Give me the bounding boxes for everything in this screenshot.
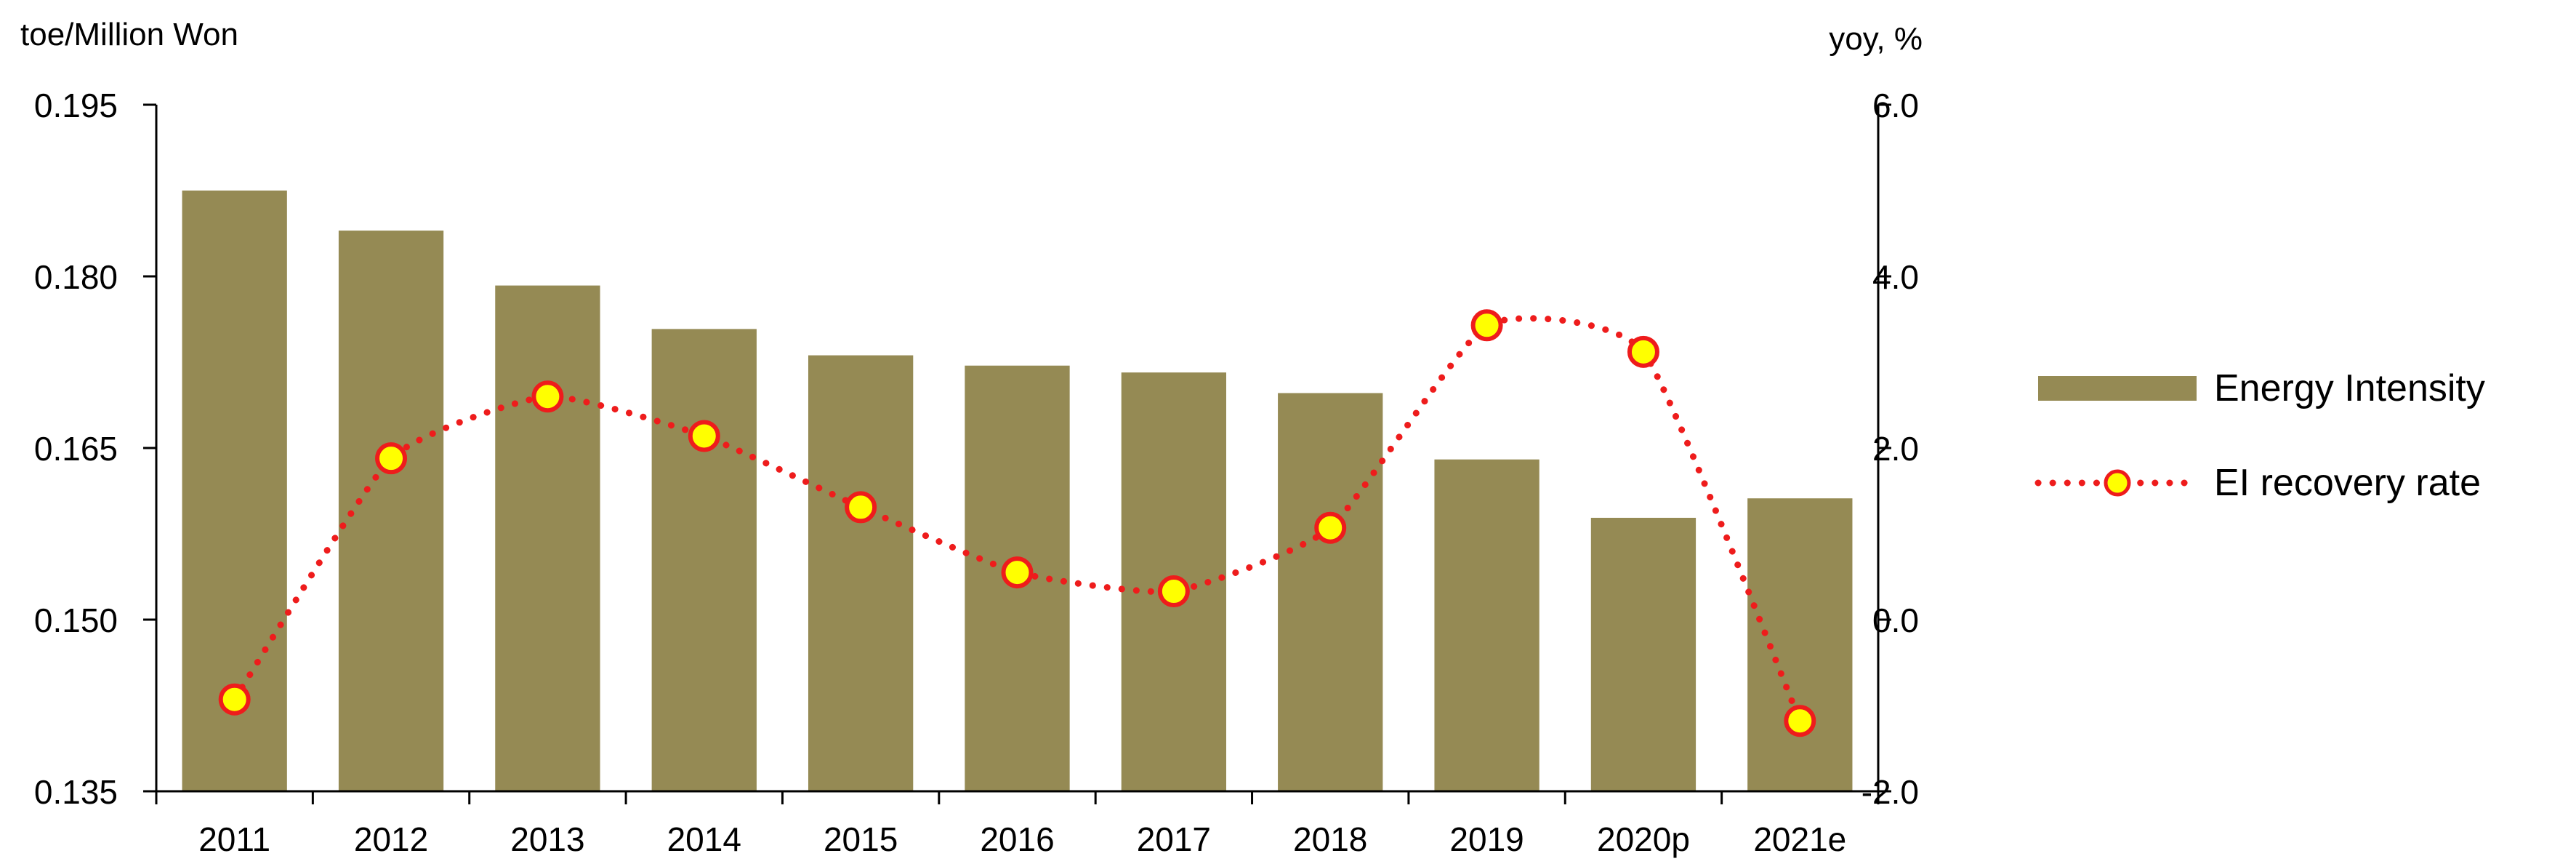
right-tick-label: 2.0 <box>1872 430 1919 468</box>
left-tick-label: 0.195 <box>34 87 118 124</box>
ei-recovery-point-2014 <box>688 420 720 452</box>
ei-recovery-line <box>231 315 1803 724</box>
x-tick-label: 2021e <box>1753 820 1846 858</box>
ei-recovery-point-2012 <box>375 442 408 475</box>
left-tick-label: 0.165 <box>34 430 118 468</box>
bar-2021e <box>1747 498 1853 791</box>
x-tick-label: 2012 <box>354 820 428 858</box>
ei-recovery-point-2020p <box>1627 335 1659 368</box>
bar-2019 <box>1434 459 1539 791</box>
left-tick-label: 0.150 <box>34 601 118 639</box>
x-tick-label: 2020p <box>1597 820 1690 858</box>
x-tick-label: 2018 <box>1293 820 1367 858</box>
ei-recovery-point-2013 <box>531 380 564 413</box>
bars <box>182 191 1853 792</box>
bar-2015 <box>808 355 914 791</box>
ei-recovery-point-2011 <box>218 683 251 716</box>
x-tick-label: 2015 <box>824 820 898 858</box>
x-tick-label: 2014 <box>667 820 741 858</box>
legend-label-energy-intensity: Energy Intensity <box>2214 367 2485 409</box>
x-tick-label: 2016 <box>980 820 1054 858</box>
bar-2020p <box>1590 517 1696 791</box>
bar-2013 <box>495 285 600 791</box>
ei-recovery-point-2015 <box>845 491 877 524</box>
right-tick-label: 4.0 <box>1872 258 1919 296</box>
ei-recovery-point-2019 <box>1470 309 1503 342</box>
x-tick-label: 2017 <box>1137 820 1211 858</box>
bar-2012 <box>338 231 444 792</box>
x-tick-label: 2011 <box>198 820 270 858</box>
legend-marker-ei-recovery <box>2104 469 2131 497</box>
ei-recovery-point-2021e <box>1784 705 1816 737</box>
left-tick-label: 0.180 <box>34 258 118 296</box>
x-tick-label: 2019 <box>1449 820 1524 858</box>
ei-recovery-point-2016 <box>1001 556 1034 589</box>
left-axis-label: toe/Million Won <box>20 17 238 52</box>
left-tick-label: 0.135 <box>34 773 118 811</box>
legend-label-ei-recovery: EI recovery rate <box>2214 462 2481 504</box>
right-tick-label: 0.0 <box>1872 601 1919 639</box>
bar-2014 <box>651 329 757 792</box>
ticks: 0.195 0.180 0.165 0.150 0.135 6.0 4.0 2.0 0.0 -2.… <box>34 87 1919 858</box>
x-tick-label: 2013 <box>510 820 584 858</box>
right-axis-label: yoy, % <box>1829 21 1923 57</box>
ei-recovery-point-2017 <box>1157 575 1190 608</box>
line-series <box>218 309 1816 737</box>
right-tick-label: -2.0 <box>1861 773 1919 811</box>
right-tick-label: 6.0 <box>1872 87 1919 124</box>
ei-recovery-point-2018 <box>1314 511 1347 544</box>
legend: Energy Intensity EI recovery rate <box>2034 367 2485 504</box>
legend-swatch-energy-intensity <box>2038 376 2197 401</box>
bar-2018 <box>1278 393 1383 791</box>
